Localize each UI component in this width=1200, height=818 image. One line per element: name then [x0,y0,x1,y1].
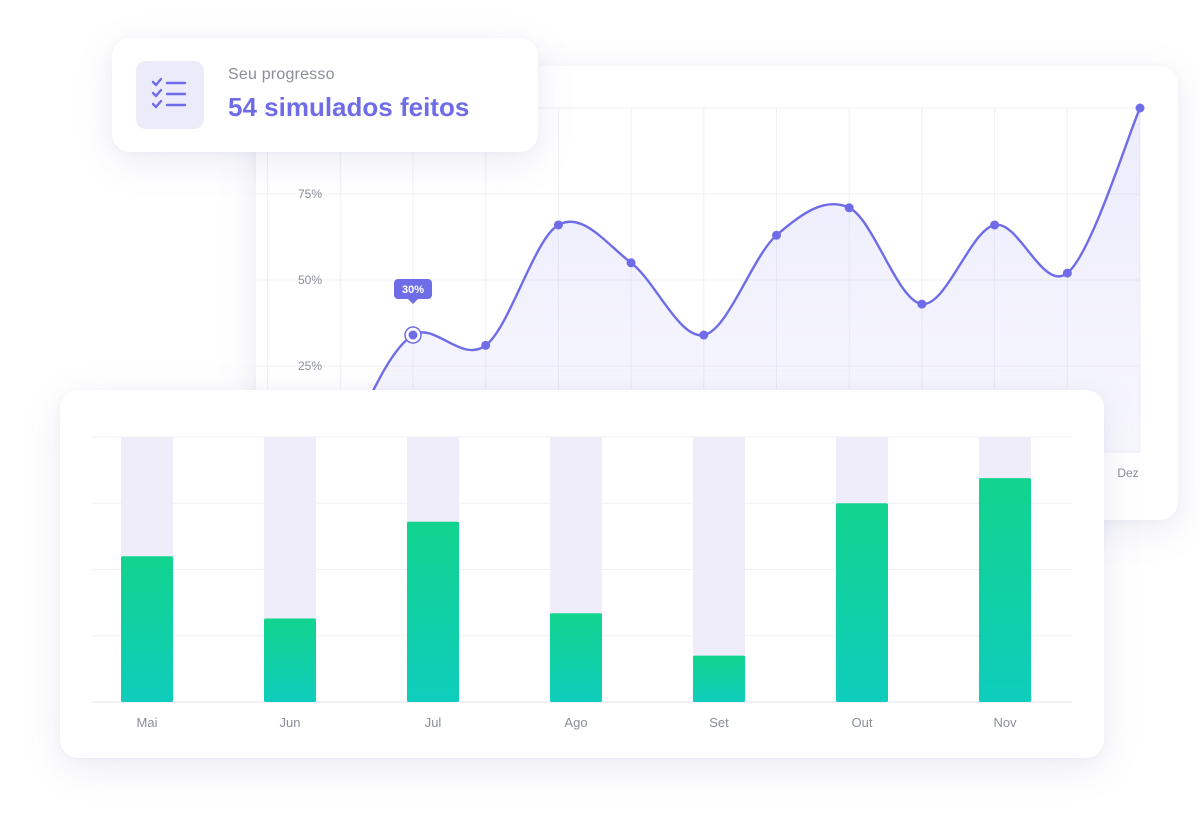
bar [121,556,173,702]
bar-category-label: Ago [564,715,587,730]
checklist-icon [136,61,204,129]
bar [264,618,316,702]
bar [979,478,1031,702]
line-point [990,220,1000,230]
bar-category-label: Out [852,715,873,730]
x-tick-label: Dez [1117,466,1138,480]
bar [407,521,459,702]
line-point [772,230,781,240]
line-point [917,299,927,309]
bar-chart-card: Mai Jun Jul Ago Set Out Nov [60,390,1104,758]
bar [836,503,888,702]
bar-category-label: Nov [993,715,1017,730]
tooltip-label: 30% [402,284,424,296]
bar [693,655,745,702]
progress-value: 54 simulados feitos [228,92,470,122]
line-point [1062,268,1072,278]
line-point [844,203,854,213]
line-point [626,258,636,268]
bar [550,613,602,702]
line-point [553,220,563,230]
bar-category-label: Set [709,715,729,730]
line-point [1135,103,1145,113]
line-point [481,340,491,350]
y-tick-label: 75% [298,187,322,201]
line-point [699,330,709,340]
progress-card: Seu progresso 54 simulados feitos [112,38,538,152]
line-point [408,330,418,340]
progress-label: Seu progresso [228,66,335,83]
tooltip-bubble [394,279,432,300]
bar-category-label: Jul [425,715,442,730]
bar-category-label: Mai [137,715,158,730]
tooltip-arrow [408,299,418,305]
y-tick-label: 50% [298,273,322,287]
bar-chart: Mai Jun Jul Ago Set Out Nov [92,436,1072,730]
bar-category-label: Jun [280,715,301,730]
y-tick-label: 25% [298,359,322,373]
